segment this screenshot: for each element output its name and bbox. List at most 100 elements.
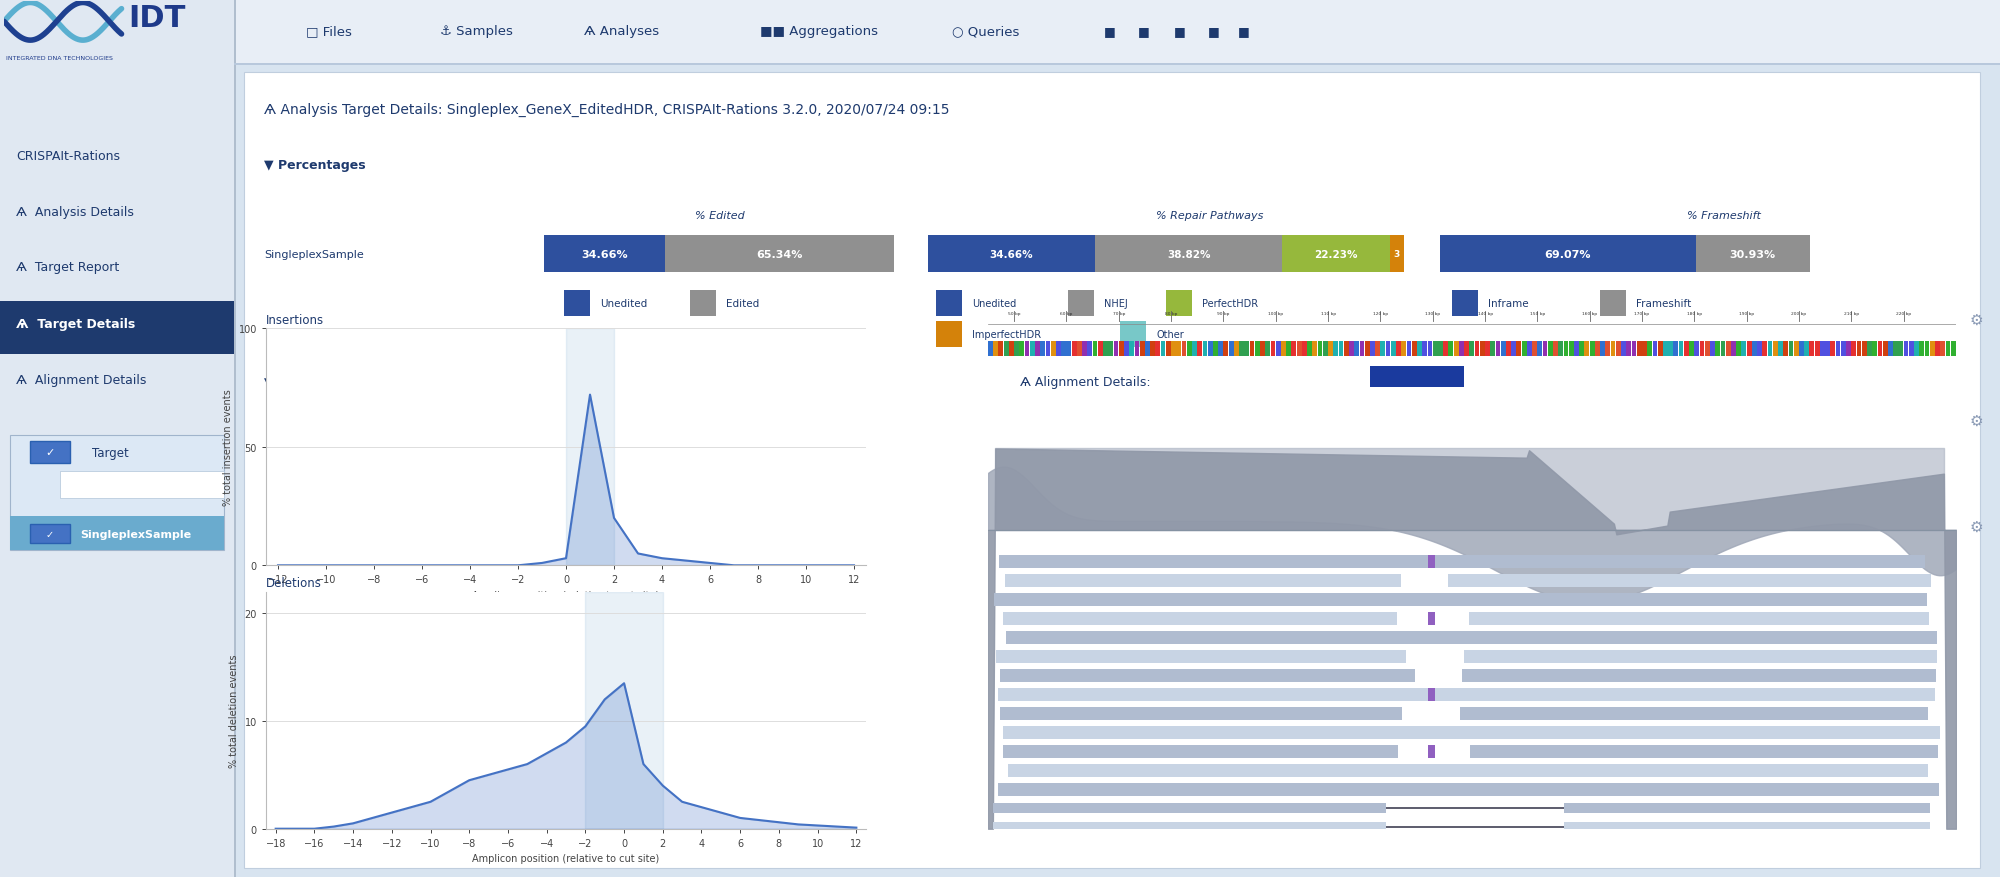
Bar <box>1616 341 1620 357</box>
Bar <box>1758 341 1762 357</box>
Bar <box>1458 341 1464 357</box>
Text: 34.66%: 34.66% <box>990 249 1034 260</box>
Bar <box>1580 341 1584 357</box>
Bar <box>1282 236 1390 273</box>
Bar <box>1108 341 1114 357</box>
Bar <box>1412 341 1416 357</box>
Bar <box>1014 341 1018 357</box>
Text: PerfectHDR: PerfectHDR <box>1202 298 1258 309</box>
Bar <box>1104 341 1108 357</box>
Bar <box>1830 341 1836 357</box>
Bar <box>1046 341 1050 357</box>
Bar <box>1260 341 1264 357</box>
Bar <box>1452 290 1478 317</box>
Bar <box>1000 669 1936 682</box>
Text: Inframe: Inframe <box>1488 298 1528 309</box>
Bar <box>1150 341 1156 357</box>
Bar <box>1800 341 1804 357</box>
Text: Ѧ Analyses: Ѧ Analyses <box>584 25 660 38</box>
Bar <box>1674 341 1678 357</box>
Bar <box>1422 341 1428 357</box>
Bar <box>1082 341 1086 357</box>
Bar <box>1768 341 1772 357</box>
Bar <box>1600 341 1606 357</box>
Bar <box>1050 341 1056 357</box>
Bar <box>1006 631 1936 644</box>
Bar <box>1746 341 1752 357</box>
Bar <box>1416 669 1462 682</box>
Bar <box>1124 341 1128 357</box>
Bar <box>1814 341 1820 357</box>
Bar <box>994 822 1386 832</box>
Bar <box>1762 341 1768 357</box>
Bar <box>994 803 1386 813</box>
Text: ✓: ✓ <box>46 447 54 457</box>
Text: Ѧ  Target Report: Ѧ Target Report <box>16 261 120 274</box>
Bar <box>1000 707 1928 720</box>
Bar <box>1920 341 1924 357</box>
Bar <box>994 341 998 357</box>
Bar <box>1788 341 1794 357</box>
Bar <box>1270 341 1276 357</box>
Bar <box>1590 341 1594 357</box>
Bar <box>690 290 716 317</box>
Bar <box>666 236 894 273</box>
Bar <box>1526 341 1532 357</box>
Bar <box>998 783 1938 795</box>
Bar <box>1804 341 1810 357</box>
Text: Frameshift: Frameshift <box>1636 298 1692 309</box>
Bar <box>1898 341 1904 357</box>
Bar <box>1234 341 1238 357</box>
Bar <box>1390 341 1396 357</box>
Bar <box>1134 341 1140 357</box>
Bar <box>1600 290 1626 317</box>
Text: ○ Queries: ○ Queries <box>952 25 1020 38</box>
Text: 65.34%: 65.34% <box>756 249 802 260</box>
Bar <box>1936 341 1940 357</box>
Bar <box>1192 341 1196 357</box>
Bar <box>1894 341 1898 357</box>
Bar <box>1626 341 1632 357</box>
Text: 70 bp: 70 bp <box>1112 311 1124 316</box>
Bar <box>1888 341 1892 357</box>
Bar <box>1244 341 1250 357</box>
Text: Unedited: Unedited <box>972 298 1016 309</box>
Bar <box>1438 341 1442 357</box>
Text: Other: Other <box>1156 329 1184 339</box>
Bar <box>1076 341 1082 357</box>
Text: % Edited: % Edited <box>696 210 744 221</box>
Bar <box>1558 341 1564 357</box>
Text: ImperfectHDR: ImperfectHDR <box>972 329 1042 339</box>
Bar <box>1002 726 1940 738</box>
Text: 50 bp: 50 bp <box>1008 311 1020 316</box>
Bar <box>1396 341 1400 357</box>
Bar <box>60 472 224 498</box>
Bar <box>1778 341 1782 357</box>
Bar <box>1564 841 1930 852</box>
Bar <box>1386 826 1564 828</box>
Bar <box>1568 341 1574 357</box>
Text: 120 bp: 120 bp <box>1372 311 1388 316</box>
Bar <box>1538 341 1542 357</box>
Bar <box>1516 341 1522 357</box>
Text: IDT: IDT <box>128 4 186 33</box>
Bar <box>1312 341 1318 357</box>
Text: 38.82%: 38.82% <box>1166 249 1210 260</box>
Bar <box>1836 341 1840 357</box>
Bar <box>1040 341 1046 357</box>
Bar <box>1176 341 1182 357</box>
Bar <box>1428 341 1432 357</box>
Bar <box>1144 341 1150 357</box>
Bar <box>1700 341 1704 357</box>
Bar <box>1904 341 1908 357</box>
Text: 90 bp: 90 bp <box>1218 311 1230 316</box>
Bar <box>1826 341 1830 357</box>
Bar <box>1020 341 1024 357</box>
Text: Insertions: Insertions <box>266 313 324 326</box>
Bar <box>1542 341 1548 357</box>
Bar <box>1684 341 1688 357</box>
Bar <box>1308 341 1312 357</box>
X-axis label: Amplicon position (relative to cut site): Amplicon position (relative to cut site) <box>472 853 660 863</box>
Bar <box>1464 341 1468 357</box>
Bar <box>1658 341 1662 357</box>
